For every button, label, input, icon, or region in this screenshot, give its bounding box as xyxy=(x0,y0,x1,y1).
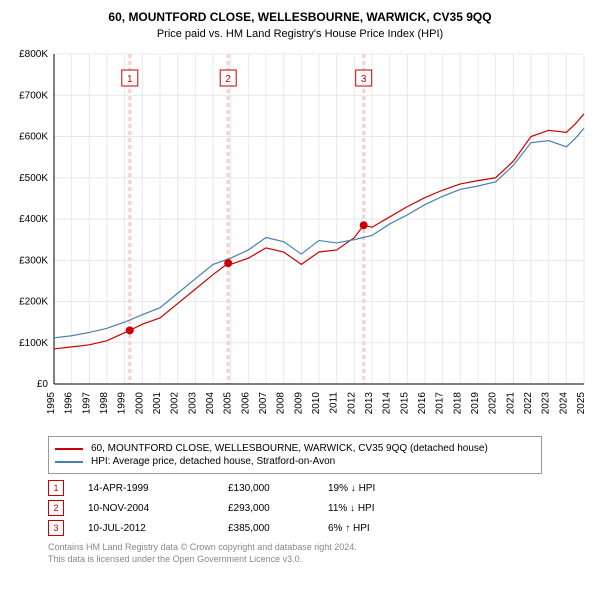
event-price: £385,000 xyxy=(228,523,328,534)
svg-text:£400K: £400K xyxy=(19,214,48,225)
event-price: £130,000 xyxy=(228,483,328,494)
svg-text:2016: 2016 xyxy=(417,392,428,415)
event-diff: 19% ↓ HPI xyxy=(328,483,448,494)
legend-row-blue: HPI: Average price, detached house, Stra… xyxy=(55,456,535,467)
event-row: 1 14-APR-1999£130,00019% ↓ HPI xyxy=(48,480,592,496)
svg-text:2004: 2004 xyxy=(205,392,216,415)
event-badge: 2 xyxy=(48,500,64,516)
svg-text:£700K: £700K xyxy=(19,90,48,101)
chart-subtitle: Price paid vs. HM Land Registry's House … xyxy=(8,28,592,40)
chart-plot: £0 £100K £200K £300K £400K £500K £600K £700K £80… xyxy=(8,48,592,428)
svg-text:2025: 2025 xyxy=(576,392,587,415)
legend-swatch-blue xyxy=(55,461,83,463)
footnote-line2: This data is licensed under the Open Gov… xyxy=(48,554,592,566)
event-diff: 11% ↓ HPI xyxy=(328,503,448,514)
svg-text:2018: 2018 xyxy=(452,392,463,415)
svg-text:2001: 2001 xyxy=(152,392,163,415)
event-row: 3 10-JUL-2012£385,0006% ↑ HPI xyxy=(48,520,592,536)
svg-text:£100K: £100K xyxy=(19,338,48,349)
legend-label-blue: HPI: Average price, detached house, Stra… xyxy=(91,456,335,467)
svg-text:2008: 2008 xyxy=(276,392,287,415)
svg-text:2007: 2007 xyxy=(258,392,269,415)
event-badge: 3 xyxy=(48,520,64,536)
event-date: 10-JUL-2012 xyxy=(88,523,228,534)
legend-row-red: 60, MOUNTFORD CLOSE, WELLESBOURNE, WARWI… xyxy=(55,443,535,454)
svg-text:3: 3 xyxy=(361,74,367,85)
svg-text:2000: 2000 xyxy=(134,392,145,415)
svg-text:2006: 2006 xyxy=(240,392,251,415)
legend-box: 60, MOUNTFORD CLOSE, WELLESBOURNE, WARWI… xyxy=(48,436,542,474)
svg-text:2019: 2019 xyxy=(470,392,481,415)
event-date: 14-APR-1999 xyxy=(88,483,228,494)
svg-text:2009: 2009 xyxy=(293,392,304,415)
event-price: £293,000 xyxy=(228,503,328,514)
svg-text:1999: 1999 xyxy=(117,392,128,415)
svg-text:2014: 2014 xyxy=(382,392,393,415)
svg-text:£500K: £500K xyxy=(19,173,48,184)
event-date: 10-NOV-2004 xyxy=(88,503,228,514)
svg-text:2017: 2017 xyxy=(435,392,446,415)
svg-text:2003: 2003 xyxy=(187,392,198,415)
svg-text:£800K: £800K xyxy=(19,49,48,60)
event-table: 1 14-APR-1999£130,00019% ↓ HPI 2 10-NOV-200… xyxy=(48,480,592,536)
svg-text:1995: 1995 xyxy=(46,392,57,415)
svg-text:2013: 2013 xyxy=(364,392,375,415)
svg-text:1997: 1997 xyxy=(81,392,92,415)
svg-text:2005: 2005 xyxy=(223,392,234,415)
svg-text:1: 1 xyxy=(127,74,133,85)
svg-text:2012: 2012 xyxy=(346,392,357,415)
event-row: 2 10-NOV-2004£293,00011% ↓ HPI xyxy=(48,500,592,516)
legend-swatch-red xyxy=(55,448,83,450)
svg-text:2002: 2002 xyxy=(170,392,181,415)
svg-text:2024: 2024 xyxy=(558,392,569,415)
svg-text:2010: 2010 xyxy=(311,392,322,415)
svg-text:2022: 2022 xyxy=(523,392,534,415)
svg-text:£300K: £300K xyxy=(19,255,48,266)
chart-container: 60, MOUNTFORD CLOSE, WELLESBOURNE, WARWI… xyxy=(0,0,600,573)
footnote: Contains HM Land Registry data © Crown c… xyxy=(48,542,592,565)
svg-text:£0: £0 xyxy=(37,379,49,390)
svg-text:2011: 2011 xyxy=(329,392,340,414)
svg-text:2020: 2020 xyxy=(488,392,499,415)
svg-text:2: 2 xyxy=(225,74,231,85)
svg-text:2023: 2023 xyxy=(541,392,552,415)
svg-text:2021: 2021 xyxy=(505,392,516,415)
svg-text:2015: 2015 xyxy=(399,392,410,415)
legend-label-red: 60, MOUNTFORD CLOSE, WELLESBOURNE, WARWI… xyxy=(91,443,488,454)
svg-text:1996: 1996 xyxy=(64,392,75,415)
event-badge: 1 xyxy=(48,480,64,496)
svg-text:£200K: £200K xyxy=(19,297,48,308)
svg-text:£600K: £600K xyxy=(19,132,48,143)
event-diff: 6% ↑ HPI xyxy=(328,523,448,534)
footnote-line1: Contains HM Land Registry data © Crown c… xyxy=(48,542,592,554)
chart-title: 60, MOUNTFORD CLOSE, WELLESBOURNE, WARWI… xyxy=(8,10,592,24)
svg-text:1998: 1998 xyxy=(99,392,110,415)
